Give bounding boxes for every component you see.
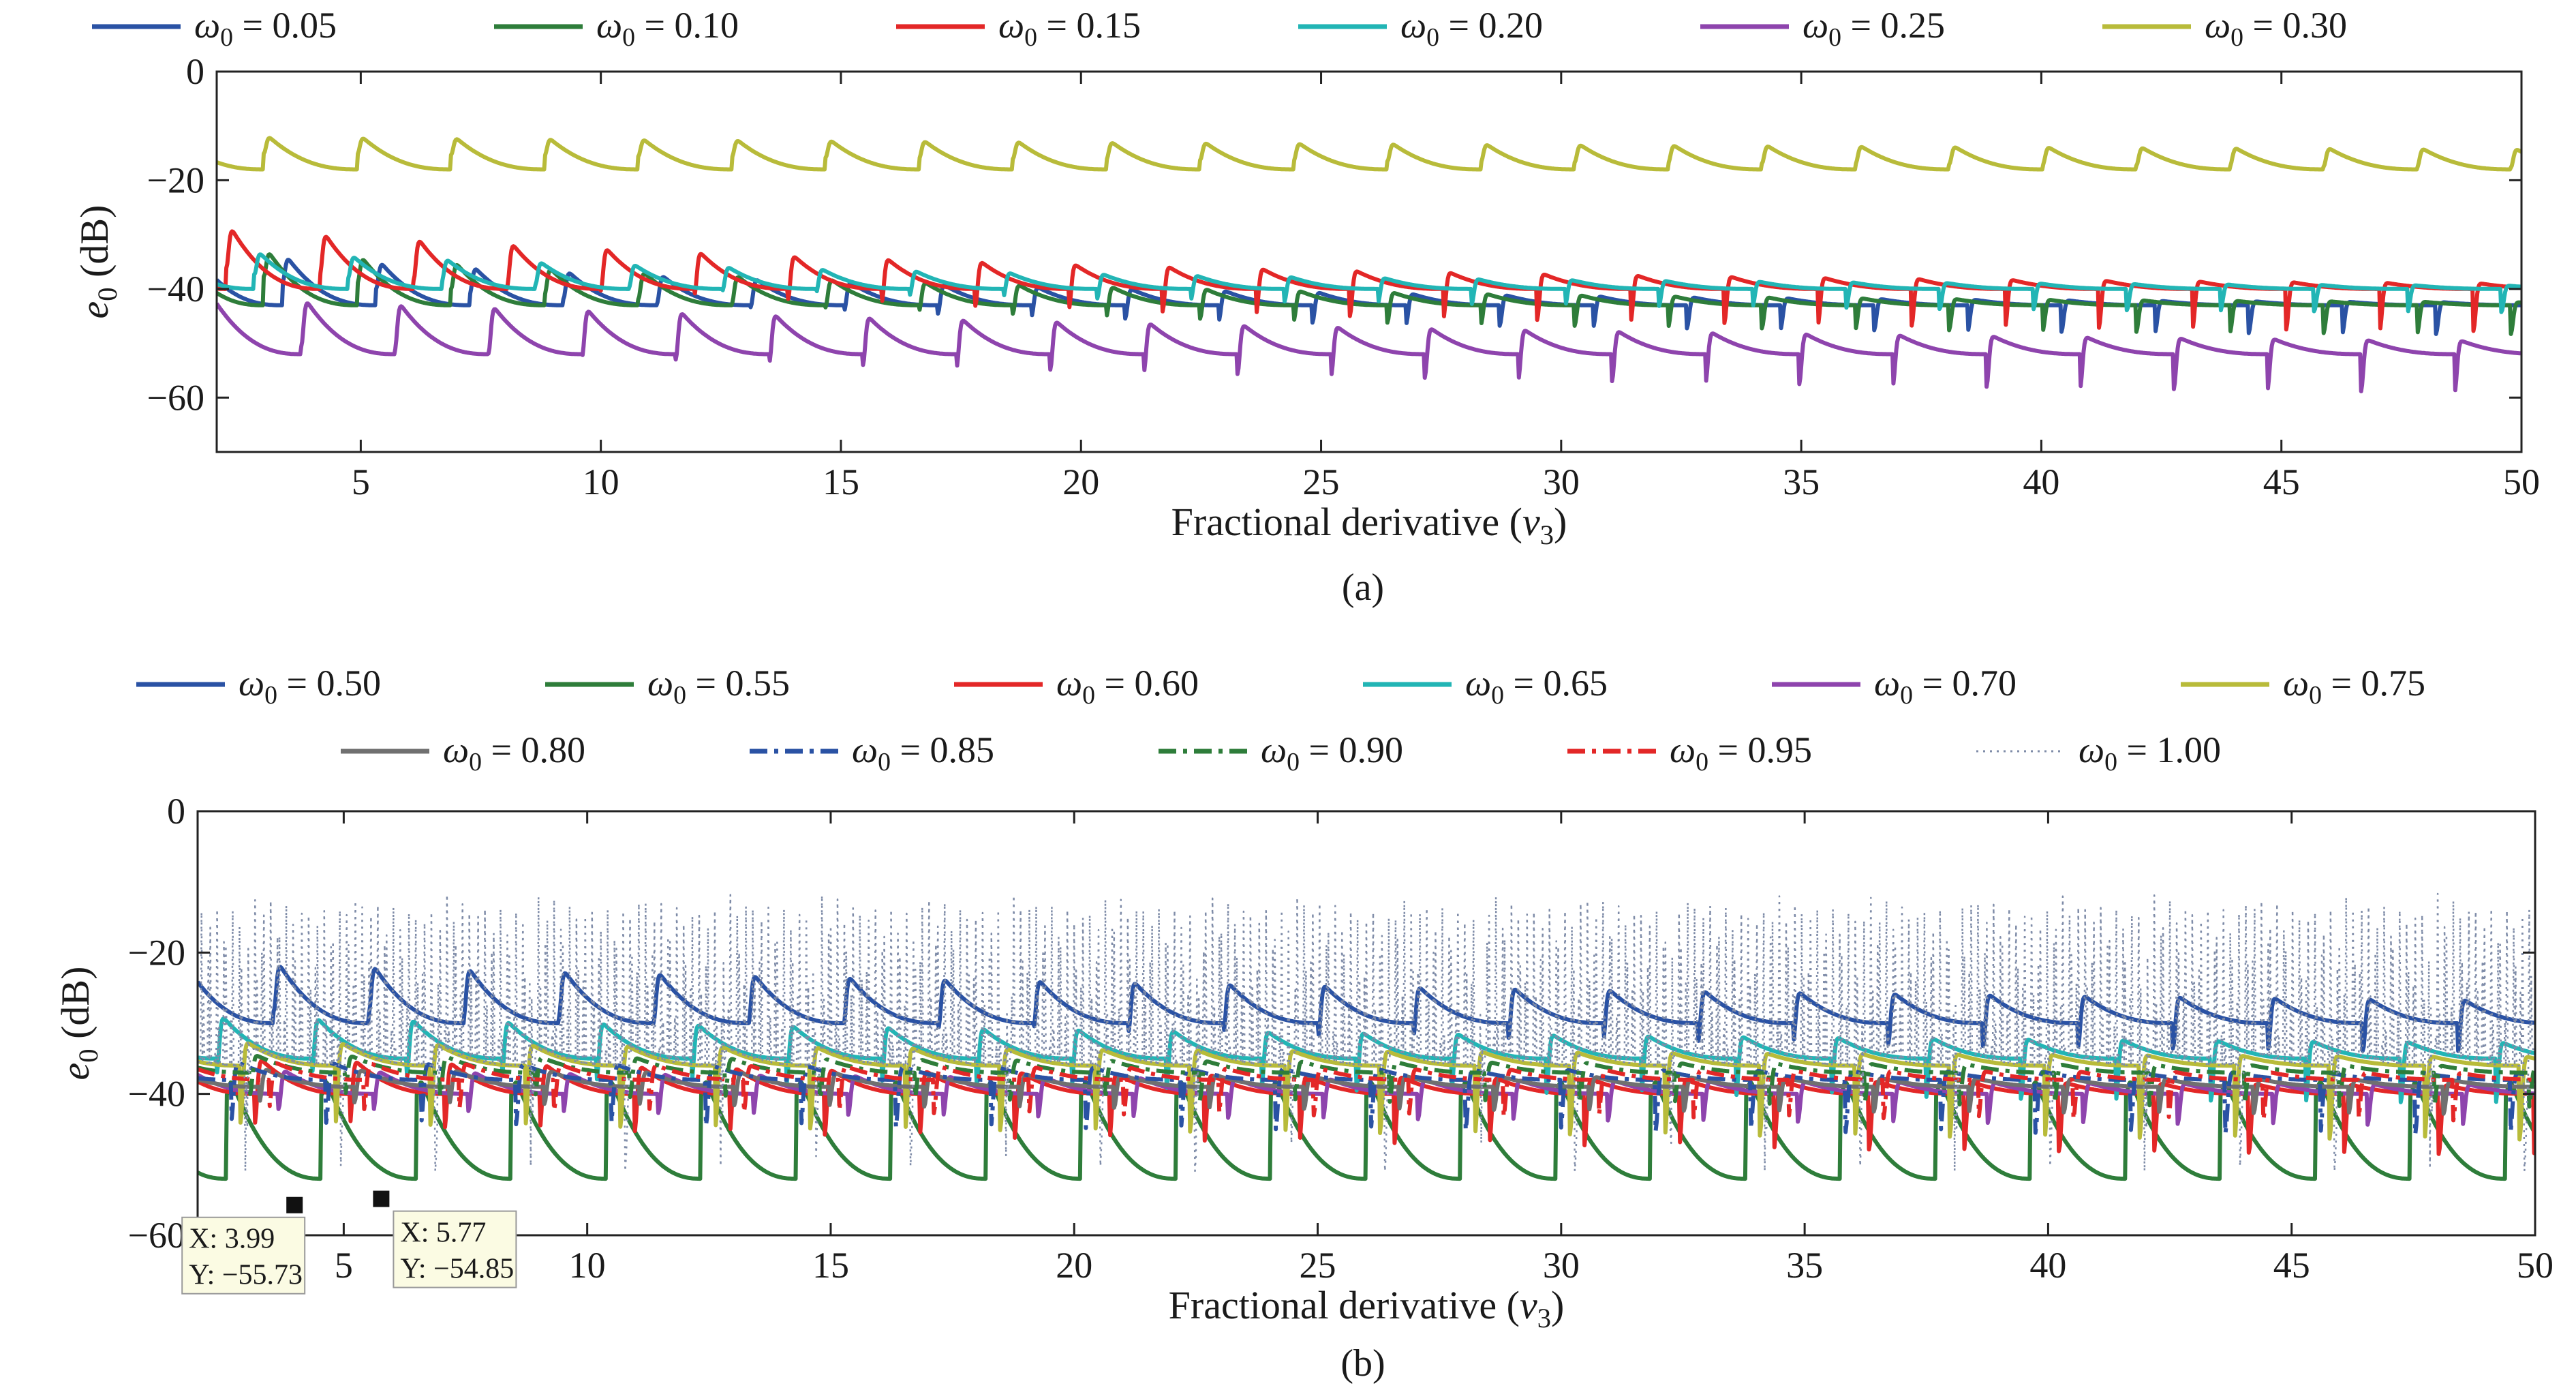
legend-label: ω0 = 0.60 <box>1056 663 1199 710</box>
series-line-10 <box>198 892 2535 1173</box>
x-tick-label: 25 <box>1303 462 1340 502</box>
datatip-y: Y: −54.85 <box>400 1254 514 1285</box>
panel-a-caption: (a) <box>1342 566 1384 609</box>
panel-b-caption: (b) <box>1340 1342 1385 1385</box>
x-tick-label: 10 <box>583 462 619 502</box>
legend-label: ω0 = 0.25 <box>1803 5 1945 52</box>
y-tick-label: −20 <box>128 932 185 973</box>
y-tick-label: −40 <box>128 1074 185 1115</box>
legend-label: ω0 = 1.00 <box>2079 729 2221 776</box>
chart-panel-a: 5 10 15 20 25 30 35 40 45 50 0 −20 −40 −60 Fractional … <box>72 5 2540 550</box>
legend-label: ω0 = 0.95 <box>1670 729 1812 776</box>
y-tick-label: −60 <box>147 377 204 418</box>
datatip-box <box>393 1210 517 1288</box>
y-tick-label: 0 <box>167 791 185 832</box>
x-tick-label: 10 <box>569 1245 606 1286</box>
plot-frame <box>196 810 2536 1237</box>
x-tick-label: 45 <box>2273 1245 2310 1286</box>
x-axis-label: Fractional derivative (v3) <box>1169 1283 1565 1333</box>
series-line-4 <box>217 301 2521 393</box>
series-line-3 <box>217 252 2521 314</box>
legend-label: ω0 = 0.20 <box>1400 5 1543 52</box>
plot-lines <box>217 136 2521 393</box>
y-axis-label: e0 (dB) <box>72 205 123 319</box>
series-line-2 <box>217 229 2521 333</box>
x-tick-label: 30 <box>1543 1245 1580 1286</box>
series-line-1 <box>217 252 2521 336</box>
plot-lines <box>198 892 2535 1181</box>
x-tick-label: 20 <box>1062 462 1099 502</box>
y-tick-label: −60 <box>128 1215 185 1256</box>
legend: ω0 = 0.05 ω0 = 0.10 ω0 = 0.15 ω0 = 0.20 ω0 =… <box>92 5 2347 52</box>
series-line-9 <box>198 1061 2535 1123</box>
datatip-x: X: 5.77 <box>400 1218 486 1249</box>
x-tick-label: 35 <box>1786 1245 1823 1286</box>
series-line-6 <box>198 1068 2535 1116</box>
legend-label: ω0 = 0.75 <box>2283 663 2425 710</box>
legend-label: ω0 = 0.90 <box>1261 729 1403 776</box>
x-tick-label: 15 <box>812 1245 849 1286</box>
legend-label: ω0 = 0.85 <box>852 729 994 776</box>
legend-label: ω0 = 0.50 <box>239 663 381 710</box>
legend-label: ω0 = 0.70 <box>1874 663 2017 710</box>
x-tick-label: 15 <box>823 462 859 502</box>
series-line-1 <box>198 1080 2535 1181</box>
x-tick-label: 50 <box>2517 1245 2554 1286</box>
legend-label: ω0 = 0.65 <box>1465 663 1608 710</box>
x-tick-label: 25 <box>1300 1245 1336 1286</box>
x-tick-label: 50 <box>2503 462 2540 502</box>
series-line-5 <box>217 136 2521 172</box>
series-line-0 <box>217 258 2521 336</box>
datatip-x: X: 3.99 <box>189 1224 275 1255</box>
datatip-y: Y: −55.73 <box>189 1260 303 1291</box>
y-axis-label: e0 (dB) <box>53 967 104 1081</box>
x-tick-label: 40 <box>2023 462 2059 502</box>
series-line-8 <box>198 1054 2535 1109</box>
legend-label: ω0 = 0.80 <box>443 729 585 776</box>
x-tick-label: 30 <box>1543 462 1580 502</box>
legend: ω0 = 0.50 ω0 = 0.55 ω0 = 0.60 ω0 = 0.65 ω0 =… <box>136 663 2425 776</box>
x-tick-label: 35 <box>1783 462 1820 502</box>
legend-label: ω0 = 0.30 <box>2205 5 2347 52</box>
plot-frame <box>215 70 2523 453</box>
datatip-marker <box>373 1190 390 1207</box>
x-tick-label: 40 <box>2029 1245 2066 1286</box>
legend-label: ω0 = 0.10 <box>596 5 739 52</box>
y-tick-label: 0 <box>186 51 204 92</box>
x-axis-label: Fractional derivative (v3) <box>1171 500 1567 550</box>
datatip-marker <box>286 1196 303 1213</box>
y-tick-label: −40 <box>147 269 204 309</box>
legend-label: ω0 = 0.15 <box>998 5 1141 52</box>
x-tick-label: 20 <box>1056 1245 1092 1286</box>
x-tick-label: 45 <box>2263 462 2300 502</box>
legend-label: ω0 = 0.55 <box>647 663 790 710</box>
x-tick-label: 5 <box>352 462 370 502</box>
x-tick-label: 5 <box>335 1245 353 1286</box>
legend-label: ω0 = 0.05 <box>194 5 337 52</box>
datatip-box <box>181 1216 306 1295</box>
chart-panel-b: 5 10 15 20 25 30 35 40 45 50 0 −20 −40 −60 Fractional … <box>53 663 2554 1333</box>
y-tick-label: −20 <box>147 160 204 200</box>
